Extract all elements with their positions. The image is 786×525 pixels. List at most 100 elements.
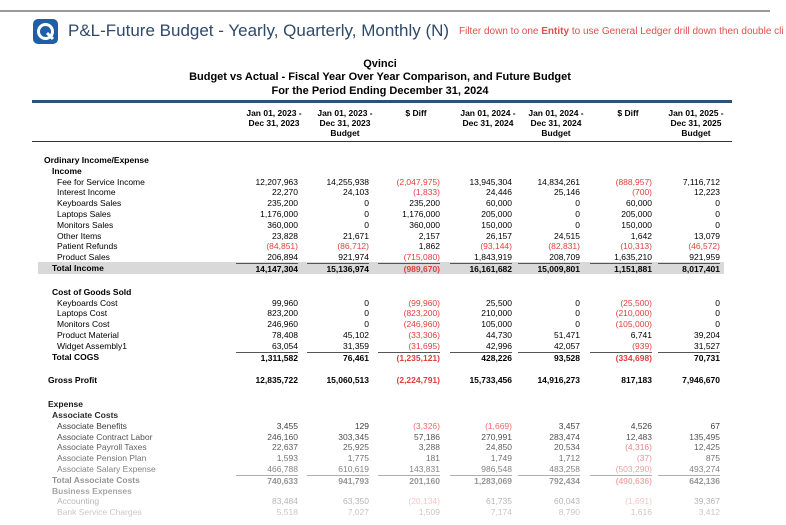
cell-value: 1,642 [630, 230, 652, 241]
cell-value: 31,359 [343, 340, 369, 351]
column-header: Dec 31, 2024 [462, 118, 514, 128]
cell-value: 0 [575, 219, 580, 230]
fade-overlay [0, 390, 786, 525]
cell-value: (84,851) [266, 241, 298, 252]
report-title: Budget vs Actual - Fiscal Year Over Year… [189, 71, 571, 83]
notice-emphasis: Entity [541, 26, 570, 37]
cell-value: 0 [364, 198, 369, 209]
column-header: Budget [330, 128, 360, 138]
cell-value: 25,500 [486, 297, 512, 308]
cell-value: 76,461 [307, 351, 369, 364]
cell-value: (210,000) [615, 308, 652, 319]
row-label: Laptops Sales [57, 209, 111, 219]
row-label: Gross Profit [48, 375, 98, 386]
cell-value: (2,224,791) [396, 375, 440, 386]
notice-text: Filter down to one [459, 26, 542, 37]
row-label: Cost of Goods Sold [52, 286, 132, 297]
app-logo[interactable] [33, 19, 58, 44]
cell-value: 12,207,963 [255, 176, 298, 187]
cell-value: 70,731 [658, 351, 720, 364]
row-label: Widget Assembly1 [57, 340, 127, 351]
row-label: Keyboards Cost [57, 297, 118, 308]
notice-text: to use General Ledger drill down then do… [569, 26, 784, 37]
cell-value: 6,741 [630, 330, 652, 340]
cell-value: (1,833) [413, 187, 440, 198]
column-header: Budget [681, 128, 711, 138]
page-title: P&L-Future Budget - Yearly, Quarterly, M… [68, 21, 450, 40]
cell-value: 360,000 [267, 219, 298, 230]
cell-value: 63,054 [272, 340, 298, 351]
cell-value: 0 [715, 297, 720, 308]
notice: Filter down to one Entity to use General… [459, 26, 784, 37]
company: Qvinci [363, 58, 397, 70]
top-border [0, 10, 770, 12]
cell-value: 0 [575, 198, 580, 209]
cell-value: 208,709 [549, 252, 580, 263]
cell-value: 428,226 [450, 351, 512, 364]
cell-value: 78,408 [272, 330, 298, 340]
row-label: Monitors Cost [57, 319, 110, 330]
column-header: Dec 31, 2023 [319, 118, 371, 128]
cell-value: 15,733,456 [469, 375, 512, 386]
cell-value: 921,974 [338, 252, 369, 263]
cell-value: 0 [575, 297, 580, 308]
cell-value: (700) [632, 187, 652, 198]
cell-value: 16,161,682 [450, 263, 512, 275]
cell-value: 0 [715, 198, 720, 209]
cell-value: 0 [715, 209, 720, 219]
row-label: Product Sales [57, 252, 110, 263]
column-header: Jan 01, 2024 - [460, 108, 516, 118]
cell-value: 44,730 [486, 330, 512, 340]
cell-value: 22,270 [272, 187, 298, 198]
cell-value: 0 [575, 308, 580, 319]
header-rule [32, 141, 732, 142]
cell-value: 1,176,000 [260, 209, 298, 219]
cell-value: 0 [364, 319, 369, 330]
cell-value: 150,000 [481, 219, 512, 230]
cell-value: 0 [364, 219, 369, 230]
row-label: Interest Income [57, 187, 116, 198]
cell-value: (1,235,121) [378, 351, 440, 364]
cell-value: 0 [715, 319, 720, 330]
cell-value: (246,960) [403, 319, 440, 330]
cell-value: 14,147,304 [236, 263, 298, 275]
cell-value: 14,255,938 [326, 176, 369, 187]
cell-value: 0 [364, 308, 369, 319]
cell-value: 210,000 [481, 308, 512, 319]
cell-value: 26,157 [486, 230, 512, 241]
cell-value: (99,960) [408, 297, 440, 308]
cell-value: (888,957) [615, 176, 652, 187]
cell-value: (105,000) [615, 319, 652, 330]
cell-value: (86,712) [337, 241, 369, 252]
cell-value: 1,176,000 [402, 209, 440, 219]
column-header: Jan 01, 2025 - [668, 108, 724, 118]
cell-value: 360,000 [409, 219, 440, 230]
row-label: Laptops Cost [57, 308, 108, 319]
cell-value: (989,670) [378, 263, 440, 275]
row-highlight [38, 262, 724, 274]
cell-value: 42,996 [486, 340, 512, 351]
row-label: Other Items [57, 230, 102, 241]
cell-value: (31,695) [408, 340, 440, 351]
cell-value: 0 [364, 297, 369, 308]
cell-value: (715,080) [403, 252, 440, 263]
cell-value: 45,102 [343, 330, 369, 340]
cell-value: 15,060,513 [326, 375, 369, 386]
cell-value: 25,146 [554, 187, 580, 198]
cell-value: (46,572) [688, 241, 720, 252]
cell-value: 24,515 [554, 230, 580, 241]
cell-value: 39,204 [694, 330, 720, 340]
cell-value: 235,200 [409, 198, 440, 209]
cell-value: 1,311,582 [236, 351, 298, 364]
report-period: For the Period Ending December 31, 2024 [271, 85, 489, 97]
cell-value: 60,000 [486, 198, 512, 209]
cell-value: 23,828 [272, 230, 298, 241]
cell-value: 0 [715, 308, 720, 319]
cell-value: 14,916,273 [537, 375, 580, 386]
cell-value: 1,843,919 [474, 252, 512, 263]
cell-value: (82,831) [548, 241, 580, 252]
row-label: Monitors Sales [57, 219, 114, 230]
cell-value: 15,009,801 [518, 263, 580, 275]
cell-value: (25,500) [620, 297, 652, 308]
cell-value: 12,223 [694, 187, 720, 198]
